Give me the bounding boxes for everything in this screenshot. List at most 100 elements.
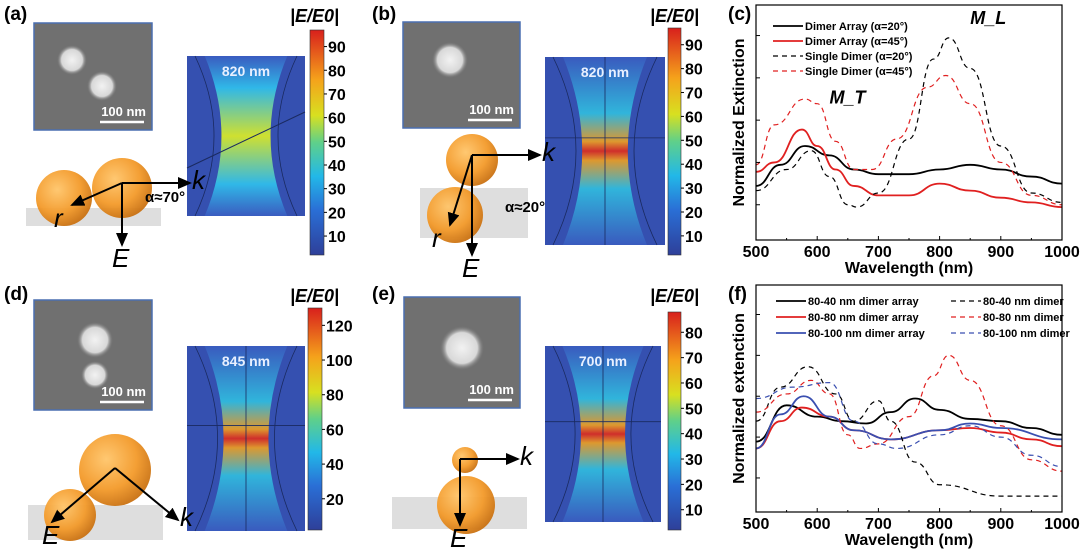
- nanoparticle: [57, 45, 87, 75]
- particle-boundary: [277, 55, 298, 217]
- x-tick-label: 800: [926, 244, 953, 261]
- colorbar-tick-label: 20: [685, 205, 703, 222]
- panel-label: (c): [728, 4, 751, 25]
- panel-label: (f): [728, 284, 747, 305]
- legend-label: 80-40 nm dimer array: [808, 296, 920, 308]
- x-tick-label: 600: [804, 244, 831, 261]
- x-tick-label: 700: [865, 516, 892, 533]
- sem-image: [402, 21, 521, 129]
- x-tick-label: 1000: [1044, 516, 1080, 533]
- chart-panel: (f) 500 600 700 800 900 1000 Wavelength (nm) Nor…: [728, 284, 1080, 549]
- nanoparticle: [77, 322, 113, 358]
- colorbar-tick-label: 40: [685, 427, 703, 444]
- panel-label: (b): [372, 4, 396, 25]
- colorbar: [667, 311, 682, 531]
- field-panel: (b) 100 nm 820 nm |E/E0| 10 20 30 40 50 60 70 80 90 k…: [372, 4, 703, 283]
- colorbar-tick-label: 60: [326, 422, 344, 439]
- legend-label: 80-80 nm dimer array: [808, 312, 920, 324]
- colorbar-tick-label: 30: [685, 452, 703, 469]
- colorbar-tick-label: 90: [685, 38, 703, 55]
- series-line: [755, 395, 1063, 450]
- colorbar-tick-label: 20: [685, 477, 703, 494]
- colorbar-tick-label: 50: [685, 401, 703, 418]
- angle-label: α≈70°: [145, 189, 185, 206]
- scale-bar-label: 100 nm: [101, 104, 146, 119]
- panel-label: (d): [4, 284, 28, 305]
- colorbar-tick-label: 90: [328, 40, 346, 57]
- series-line: [755, 37, 1063, 208]
- legend-label: Single Dimer (α=45°): [805, 66, 913, 78]
- colorbar-title: |E/E0|: [650, 286, 699, 306]
- gold-sphere: [79, 434, 151, 506]
- field-panel: (d) 100 nm 845 nm |E/E0| 20 40 60 80 100 120 k E: [4, 284, 353, 550]
- colorbar-title: |E/E0|: [290, 6, 339, 26]
- series-line: [755, 406, 1063, 450]
- colorbar-tick-label: 60: [685, 376, 703, 393]
- x-tick-label: 900: [987, 244, 1014, 261]
- peak-annotation: M_L: [970, 8, 1006, 28]
- series-line: [755, 354, 1063, 472]
- series-line: [755, 382, 1063, 468]
- nanoparticle: [87, 71, 117, 101]
- particle-boundary: [633, 56, 658, 246]
- colorbar-tick-label: 40: [685, 157, 703, 174]
- particle-boundary: [194, 55, 215, 217]
- r-vector-arrow: [70, 182, 123, 206]
- gold-sphere: [437, 476, 495, 534]
- legend-label: 80-100 nm dimer: [983, 328, 1071, 340]
- gold-sphere: [44, 489, 96, 541]
- k-vector-arrow: [114, 467, 180, 522]
- field-panel: (a) 100 nm 820 nm |E/E0| 10 20 30 40 50 60 70 80 90 k…: [4, 4, 346, 273]
- colorbar-tick-label: 20: [326, 492, 344, 509]
- wavelength-label: 700 nm: [579, 353, 627, 369]
- panel-label: (a): [4, 4, 27, 25]
- colorbar: [667, 27, 682, 256]
- colorbar-tick-label: 70: [685, 86, 703, 103]
- e-vector-arrow: [50, 467, 116, 524]
- colorbar-tick-label: 70: [685, 351, 703, 368]
- colorbar-tick-label: 30: [685, 181, 703, 198]
- legend-label: Dimer Array (α=20°): [805, 21, 908, 33]
- e-vector-label: E: [42, 520, 60, 550]
- k-vector-label: k: [192, 165, 207, 195]
- x-tick-label: 800: [926, 516, 953, 533]
- field-panel: (e) 100 nm 700 nm |E/E0| 10 20 30 40 50 60 70 80 k E: [372, 284, 703, 553]
- colorbar-tick-label: 50: [328, 134, 346, 151]
- peak-annotation: M_T: [829, 88, 867, 108]
- colorbar: [307, 307, 323, 531]
- colorbar-tick-label: 40: [326, 457, 344, 474]
- x-tick-label: 700: [865, 244, 892, 261]
- colorbar-tick-label: 80: [326, 388, 344, 405]
- r-vector-arrow: [447, 154, 473, 227]
- nanoparticle: [432, 42, 468, 78]
- x-tick-label: 500: [743, 244, 770, 261]
- angle-label: α≈20°: [505, 199, 545, 216]
- colorbar: [309, 29, 325, 256]
- scale-bar-label: 100 nm: [469, 382, 514, 397]
- e-vector-label: E: [450, 523, 468, 553]
- particle-boundary: [274, 345, 298, 532]
- colorbar-tick-label: 80: [685, 62, 703, 79]
- chart-panel: (c) 500 600 700 800 900 1000 Wavelength (nm) Nor…: [728, 4, 1080, 277]
- e-vector-label: E: [112, 243, 130, 273]
- x-tick-label: 900: [987, 516, 1014, 533]
- legend-label: 80-100 nm dimer array: [808, 328, 926, 340]
- colorbar-tick-label: 80: [328, 63, 346, 80]
- k-vector-label: k: [542, 137, 557, 167]
- colorbar-tick-label: 50: [685, 133, 703, 150]
- colorbar-tick-label: 100: [326, 353, 353, 370]
- colorbar-tick-label: 70: [328, 87, 346, 104]
- particle-boundary: [194, 345, 218, 532]
- colorbar-tick-label: 80: [685, 325, 703, 342]
- sem-image: [33, 299, 153, 411]
- gold-sphere: [36, 170, 92, 226]
- k-vector-label: k: [520, 441, 535, 471]
- particle-boundary: [552, 345, 576, 523]
- y-axis-label: Normalized Extinction: [731, 38, 748, 206]
- legend-label: Single Dimer (α=20°): [805, 51, 913, 63]
- e-vector-label: E: [462, 253, 480, 283]
- k-vector-label: k: [180, 502, 195, 532]
- colorbar-title: |E/E0|: [650, 6, 699, 26]
- scale-bar-label: 100 nm: [101, 384, 146, 399]
